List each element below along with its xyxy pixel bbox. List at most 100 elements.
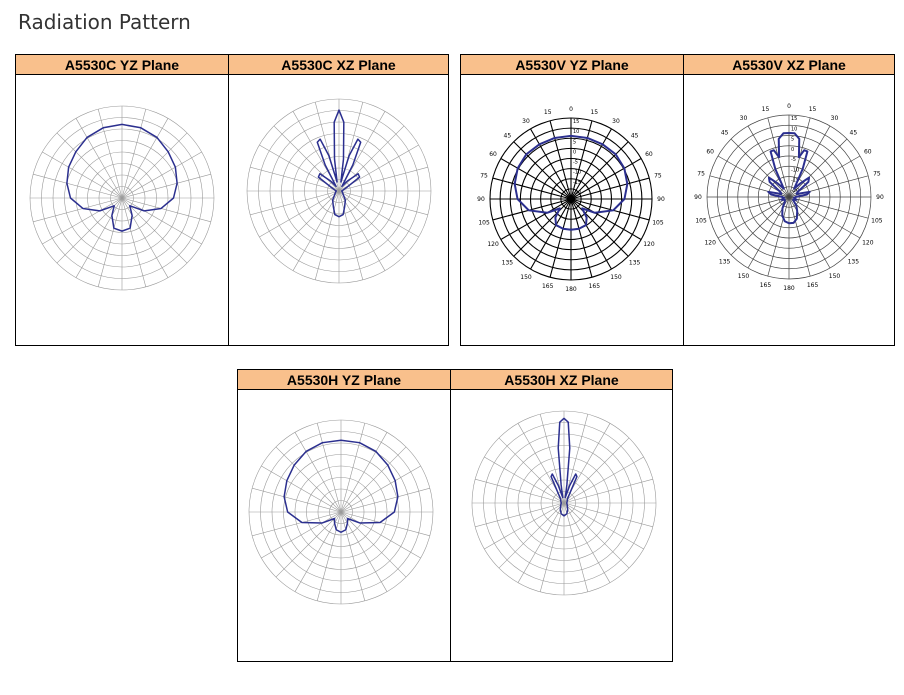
angle-tick-label: 180 xyxy=(565,286,577,293)
angle-tick-label: 150 xyxy=(610,274,622,281)
angle-tick-label: 120 xyxy=(704,240,716,247)
grid-spoke xyxy=(492,177,572,200)
angle-tick-label: 30 xyxy=(740,115,748,122)
chart-title: A5530H YZ Plane xyxy=(238,370,450,390)
radial-tick-label: -10 xyxy=(791,167,799,173)
grid-spoke xyxy=(539,502,565,592)
grid-spoke xyxy=(570,128,612,200)
grid-spoke xyxy=(121,197,188,264)
grid-spoke xyxy=(563,478,653,504)
angle-tick-label: 105 xyxy=(478,219,490,226)
angle-tick-label: 60 xyxy=(706,149,714,156)
grid-spoke xyxy=(121,118,169,199)
grid-spoke xyxy=(788,196,848,256)
grid-spoke xyxy=(33,197,123,223)
grid-spoke xyxy=(97,109,123,199)
grid-spoke xyxy=(340,487,430,513)
a5530v-xz-chart: 0 153045607590105120135150165180165150135… xyxy=(694,103,884,292)
radial-tick-label: 5 xyxy=(573,139,576,145)
grid-spoke xyxy=(530,198,572,270)
radial-tick-label: -5 xyxy=(791,157,796,163)
radial-tick-label: 15 xyxy=(791,116,797,122)
radiation-pattern-trace xyxy=(767,132,811,225)
angle-tick-label: 135 xyxy=(719,258,731,265)
grid-spoke xyxy=(788,196,811,277)
grid-spoke xyxy=(340,432,388,513)
radial-tick-label: 5 xyxy=(791,137,794,143)
grid-spoke xyxy=(484,456,565,504)
angle-tick-label: 150 xyxy=(520,274,532,281)
grid-spoke xyxy=(563,502,611,583)
grid-spoke xyxy=(252,487,342,513)
angle-tick-label: 15 xyxy=(762,106,770,113)
a5530c-xz-cell: A5530C XZ Plane xyxy=(228,55,448,345)
angle-tick-label: 135 xyxy=(502,260,514,267)
a5530v-panel: A5530V YZ Plane 0 15 30 45 60 75 90 105 120 135 15… xyxy=(460,54,895,346)
grid-spoke xyxy=(730,138,790,198)
grid-spoke xyxy=(316,511,342,601)
grid-spoke xyxy=(484,502,565,550)
angle-tick-label: 60 xyxy=(489,151,497,158)
angle-tick-label: 60 xyxy=(864,149,872,156)
angle-tick-label: 75 xyxy=(697,170,705,177)
grid-spoke xyxy=(340,423,366,513)
angle-tick-label: 165 xyxy=(542,283,554,290)
grid-spoke xyxy=(570,198,650,221)
grid-spoke xyxy=(56,132,123,199)
chart-title: A5530H XZ Plane xyxy=(451,370,672,390)
a5530c-yz-chart xyxy=(29,105,215,291)
angle-tick-label: 105 xyxy=(652,219,664,226)
grid-spoke xyxy=(292,190,340,271)
grid-spoke xyxy=(767,196,790,277)
grid-spoke xyxy=(570,198,629,257)
angle-tick-label: 90 xyxy=(876,194,884,201)
angle-tick-label: 165 xyxy=(807,282,819,289)
grid-spoke xyxy=(294,511,342,592)
grid-spoke xyxy=(788,196,861,239)
angle-tick-label: 165 xyxy=(589,283,601,290)
grid-spoke xyxy=(314,190,340,280)
grid-spoke xyxy=(500,198,572,240)
angle-tick-label: 90 xyxy=(477,196,485,203)
grid-spoke xyxy=(498,502,565,569)
a5530c-xz-chart xyxy=(246,98,432,284)
angle-tick-label: 30 xyxy=(831,115,839,122)
grid-spoke xyxy=(570,158,642,200)
angle-tick-label: 120 xyxy=(862,240,874,247)
grid-spoke xyxy=(563,502,653,528)
radial-tick-label: -15 xyxy=(573,180,581,186)
radial-tick-label: -15 xyxy=(791,178,799,184)
grid-spoke xyxy=(252,511,342,537)
grid-spoke xyxy=(273,190,340,257)
grid-spoke xyxy=(121,132,188,199)
radial-tick-label: -20 xyxy=(573,190,581,196)
angle-tick-label: 45 xyxy=(631,132,639,139)
grid-spoke xyxy=(338,190,386,271)
grid-spoke xyxy=(340,511,421,559)
grid-spoke xyxy=(788,196,869,219)
grid-spoke xyxy=(340,465,421,513)
grid-spoke xyxy=(121,197,202,245)
grid-spoke xyxy=(56,197,123,264)
angle-tick-label: 15 xyxy=(809,106,817,113)
angle-tick-label: 75 xyxy=(480,173,488,180)
angle-tick-label: 135 xyxy=(629,260,641,267)
grid-spoke xyxy=(549,120,572,200)
a5530h-xz-cell: A5530H XZ Plane xyxy=(450,370,672,661)
radiation-pattern-trace xyxy=(550,417,578,517)
grid-spoke xyxy=(549,198,572,278)
grid-spoke xyxy=(340,511,430,537)
a5530h-yz-cell: A5530H YZ Plane xyxy=(238,370,450,661)
a5530h-yz-chart xyxy=(248,419,434,605)
radiation-pattern-trace xyxy=(316,109,362,218)
angle-tick-label: 90 xyxy=(657,196,665,203)
radial-tick-label: -10 xyxy=(573,170,581,176)
grid-spoke xyxy=(788,138,848,198)
angle-tick-label: 45 xyxy=(850,130,858,137)
a5530h-xz-chart xyxy=(471,410,657,596)
angle-tick-label: 105 xyxy=(871,218,883,225)
grid-spoke xyxy=(121,151,202,199)
grid-spoke xyxy=(475,478,565,504)
grid-spoke xyxy=(570,120,593,200)
chart-title: A5530V XZ Plane xyxy=(684,55,894,75)
